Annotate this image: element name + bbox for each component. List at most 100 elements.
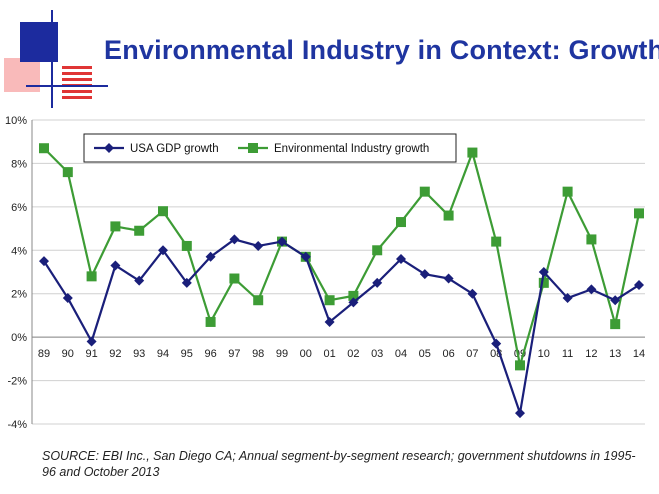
data-point (396, 253, 406, 264)
data-point (515, 360, 525, 371)
data-point (538, 267, 549, 277)
source-note: SOURCE: EBI Inc., San Diego CA; Annual s… (42, 449, 636, 479)
data-point (372, 277, 383, 288)
data-point (253, 240, 264, 251)
x-tick-label: 13 (609, 348, 621, 360)
data-point (205, 251, 216, 262)
data-point (348, 297, 359, 308)
data-point (419, 186, 430, 197)
legend-swatch-marker (248, 143, 258, 153)
y-tick-label: -2% (7, 376, 27, 388)
data-point (443, 273, 454, 284)
data-point (634, 208, 644, 219)
data-point (348, 290, 359, 301)
data-point (491, 236, 502, 247)
x-tick-label: 10 (538, 348, 550, 360)
x-tick-label: 94 (157, 348, 169, 360)
x-tick-label: 00 (300, 348, 312, 360)
legend-swatch-marker (104, 143, 114, 153)
data-point (277, 236, 287, 247)
data-point (229, 273, 240, 284)
data-point (443, 210, 454, 221)
data-point (229, 234, 240, 245)
data-point (39, 256, 49, 267)
data-point (110, 221, 121, 232)
data-point (205, 316, 216, 327)
x-tick-label: 07 (466, 348, 478, 360)
logo-red-stripes (62, 66, 92, 99)
chart-legend: USA GDP growth Environmental Industry gro… (83, 133, 457, 163)
y-tick-label: 2% (11, 289, 27, 301)
data-point (396, 217, 406, 228)
data-point (467, 288, 478, 299)
x-tick-label: 12 (585, 348, 597, 360)
series-layer (39, 143, 644, 419)
x-tick-label: 97 (228, 348, 240, 360)
data-point (419, 269, 430, 280)
x-tick-label: 90 (62, 348, 74, 360)
x-tick-label: 92 (109, 348, 121, 360)
data-point (515, 408, 525, 419)
data-point (158, 206, 168, 217)
series-environmental-industry (39, 143, 644, 371)
y-tick-label: 8% (11, 158, 27, 170)
data-point (634, 280, 644, 291)
data-point (300, 251, 311, 262)
data-point (491, 338, 502, 349)
data-point (86, 271, 97, 282)
data-point (610, 295, 621, 306)
legend-box (83, 133, 457, 163)
x-tick-label: 02 (347, 348, 359, 360)
data-point (134, 275, 145, 286)
data-point (372, 245, 383, 256)
x-tick-label: 91 (85, 348, 97, 360)
legend-item-environmental-industry: Environmental Industry growth (238, 143, 429, 155)
series-usa-gdp (39, 234, 644, 419)
data-point (62, 293, 73, 304)
data-point (86, 336, 97, 347)
data-point (134, 225, 145, 236)
x-tick-label: 98 (252, 348, 264, 360)
data-point (467, 147, 478, 158)
series-line (43, 147, 641, 367)
slide-logo (4, 10, 108, 108)
data-point (538, 277, 549, 288)
data-point (324, 316, 335, 327)
x-tick-label: 89 (38, 348, 50, 360)
x-tick-label: 05 (419, 348, 431, 360)
x-tick-label: 14 (633, 348, 645, 360)
x-tick-label: 95 (181, 348, 193, 360)
data-point (324, 295, 335, 306)
data-point (181, 240, 192, 251)
x-tick-label: 11 (562, 348, 573, 360)
x-tick-label: 01 (323, 348, 335, 360)
data-point (181, 277, 192, 288)
y-tick-label: 6% (11, 202, 27, 214)
data-point (586, 234, 597, 245)
legend-label: Environmental Industry growth (274, 143, 429, 155)
y-tick-label: 0% (11, 332, 27, 344)
grid-lines (31, 119, 645, 425)
data-point (39, 143, 49, 154)
x-tick-label: 99 (276, 348, 288, 360)
data-point (110, 260, 121, 271)
x-tick-label: 96 (204, 348, 216, 360)
data-point (253, 295, 264, 306)
y-tick-label: -4% (7, 419, 27, 431)
y-tick-label: 4% (11, 245, 27, 257)
legend-label: USA GDP growth (130, 143, 219, 155)
legend-item-usa-gdp: USA GDP growth (94, 143, 219, 155)
y-tick-label: 10% (5, 115, 27, 127)
data-point (562, 293, 573, 304)
slide-title: Environmental Industry in Context: Growt… (104, 35, 659, 65)
data-point (610, 319, 621, 330)
y-axis-tick-labels: -4% -2% 0% 2% 4% 6% 8% 10% (5, 115, 27, 431)
x-tick-label: 06 (442, 348, 454, 360)
series-line (43, 238, 640, 415)
line-chart: -4% -2% 0% 2% 4% 6% 8% 10% 89 90 91 92 93 94 95 96 97 98… (5, 115, 645, 431)
x-tick-label: 04 (395, 348, 407, 360)
x-axis-tick-labels: 89 90 91 92 93 94 95 96 97 98 99 00 01 02 03 04 05 06 07 08… (38, 348, 645, 360)
data-point (62, 167, 73, 178)
data-point (158, 245, 168, 256)
data-point (586, 284, 597, 295)
